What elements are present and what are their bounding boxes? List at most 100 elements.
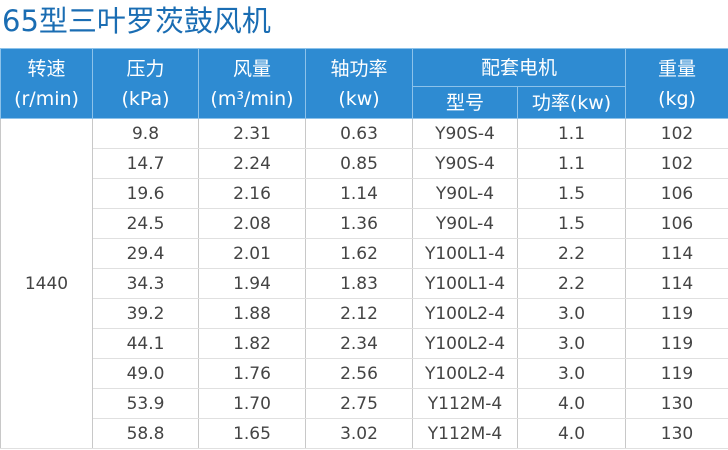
cell: 14.7 bbox=[92, 148, 199, 179]
cell: 119 bbox=[625, 358, 728, 389]
cell: 1.76 bbox=[198, 358, 306, 389]
row: 39.2 1.88 2.12 Y100L2-4 3.0 119 bbox=[1, 298, 728, 329]
cell: 34.3 bbox=[92, 268, 199, 299]
cell: 2.2 bbox=[516, 238, 627, 269]
cell: 3.0 bbox=[516, 328, 627, 359]
col-head: 压力 (kPa) bbox=[92, 48, 199, 119]
row: 53.9 1.70 2.75 Y112M-4 4.0 130 bbox=[1, 388, 728, 419]
cell: 1.65 bbox=[198, 418, 306, 449]
cell: 44.1 bbox=[92, 328, 199, 359]
cell: 1.62 bbox=[305, 238, 413, 269]
cell: 29.4 bbox=[92, 238, 199, 269]
cell: 1.36 bbox=[305, 208, 413, 239]
table-body: 1440 9.8 2.31 0.63 Y90S-4 1.1 102 14.7 2.24 0.85 Y… bbox=[0, 118, 728, 449]
col-unit: (kg) bbox=[658, 87, 696, 110]
cell: Y100L2-4 bbox=[412, 358, 518, 389]
cell: 2.75 bbox=[305, 388, 413, 419]
col-head: 风量 (m³/min) bbox=[198, 48, 306, 119]
cell: 1.94 bbox=[198, 268, 306, 299]
cell: Y112M-4 bbox=[412, 388, 518, 419]
cell: 130 bbox=[625, 388, 728, 419]
cell: 53.9 bbox=[92, 388, 199, 419]
row: 24.5 2.08 1.36 Y90L-4 1.5 106 bbox=[1, 208, 728, 239]
cell: 106 bbox=[625, 208, 728, 239]
cell: Y90L-4 bbox=[412, 178, 518, 209]
cell: 2.12 bbox=[305, 298, 413, 329]
col-name: 转速 bbox=[27, 57, 66, 80]
row: 44.1 1.82 2.34 Y100L2-4 3.0 119 bbox=[1, 328, 728, 359]
col-name: 风量 bbox=[232, 57, 271, 80]
cell: 2.56 bbox=[305, 358, 413, 389]
row: 29.4 2.01 1.62 Y100L1-4 2.2 114 bbox=[1, 238, 728, 269]
cell: 1.5 bbox=[516, 178, 627, 209]
cell: Y100L2-4 bbox=[412, 328, 518, 359]
cell: 1.1 bbox=[516, 148, 627, 179]
cell: Y100L1-4 bbox=[412, 268, 518, 299]
cell: 1.82 bbox=[198, 328, 306, 359]
row: 34.3 1.94 1.83 Y100L1-4 2.2 114 bbox=[1, 268, 728, 299]
cell: 1.88 bbox=[198, 298, 306, 329]
sub-head: 型号 bbox=[412, 86, 518, 119]
cell: 3.0 bbox=[516, 298, 627, 329]
sub-head: 功率(kw) bbox=[516, 86, 627, 119]
cell: 1.70 bbox=[198, 388, 306, 419]
cell: 2.16 bbox=[198, 178, 306, 209]
col-unit: (m³/min) bbox=[210, 87, 294, 110]
cell: 2.24 bbox=[198, 148, 306, 179]
col-unit: (kPa) bbox=[121, 87, 170, 110]
col-name: 压力 bbox=[126, 57, 165, 80]
title: 65型三叶罗茨鼓风机 bbox=[2, 4, 271, 38]
cell: 4.0 bbox=[516, 388, 627, 419]
cell: 102 bbox=[625, 118, 728, 149]
cell: 119 bbox=[625, 298, 728, 329]
cell: 1.14 bbox=[305, 178, 413, 209]
row: 49.0 1.76 2.56 Y100L2-4 3.0 119 bbox=[1, 358, 728, 389]
cell: 4.0 bbox=[516, 418, 627, 449]
cell: 19.6 bbox=[92, 178, 199, 209]
cell: 2.2 bbox=[516, 268, 627, 299]
cell: 3.0 bbox=[516, 358, 627, 389]
row: 58.8 1.65 3.02 Y112M-4 4.0 130 bbox=[1, 418, 728, 449]
cell: 2.31 bbox=[198, 118, 306, 149]
cell: 114 bbox=[625, 268, 728, 299]
cell: 39.2 bbox=[92, 298, 199, 329]
row: 14.7 2.24 0.85 Y90S-4 1.1 102 bbox=[1, 148, 728, 179]
row: 19.6 2.16 1.14 Y90L-4 1.5 106 bbox=[1, 178, 728, 209]
cell: Y90S-4 bbox=[412, 148, 518, 179]
cell: 1.83 bbox=[305, 268, 413, 299]
col-head: 重量 (kg) bbox=[625, 48, 728, 119]
cell: 130 bbox=[625, 418, 728, 449]
cell: Y112M-4 bbox=[412, 418, 518, 449]
cell: 2.34 bbox=[305, 328, 413, 359]
speed-cell: 1440 bbox=[0, 118, 93, 449]
cell: Y90L-4 bbox=[412, 208, 518, 239]
cell: Y90S-4 bbox=[412, 118, 518, 149]
cell: 106 bbox=[625, 178, 728, 209]
cell: 3.02 bbox=[305, 418, 413, 449]
col-name: 轴功率 bbox=[330, 57, 388, 80]
cell: 102 bbox=[625, 148, 728, 179]
cell: Y100L1-4 bbox=[412, 238, 518, 269]
cell: 24.5 bbox=[92, 208, 199, 239]
col-unit: (kw) bbox=[338, 87, 380, 110]
col-head: 轴功率 (kw) bbox=[305, 48, 413, 119]
cell: 2.08 bbox=[198, 208, 306, 239]
cell: 114 bbox=[625, 238, 728, 269]
cell: 2.01 bbox=[198, 238, 306, 269]
cell: 0.63 bbox=[305, 118, 413, 149]
row: 1440 9.8 2.31 0.63 Y90S-4 1.1 102 bbox=[0, 118, 728, 449]
group-head: 配套电机 bbox=[411, 48, 627, 87]
cell: 1.5 bbox=[516, 208, 627, 239]
spec-table: 转速 (r/min) 压力 (kPa) 风量 (m³/min) 轴功率 (kw) 配套电… bbox=[0, 48, 728, 449]
cell: 58.8 bbox=[92, 418, 199, 449]
cell: 0.85 bbox=[305, 148, 413, 179]
cell: 9.8 bbox=[92, 118, 199, 149]
col-head: 转速 (r/min) bbox=[0, 48, 93, 119]
col-name: 重量 bbox=[658, 57, 697, 80]
cell: 1.1 bbox=[516, 118, 627, 149]
cell: 119 bbox=[625, 328, 728, 359]
cell: Y100L2-4 bbox=[412, 298, 518, 329]
cell: 49.0 bbox=[92, 358, 199, 389]
col-unit: (r/min) bbox=[14, 87, 79, 110]
